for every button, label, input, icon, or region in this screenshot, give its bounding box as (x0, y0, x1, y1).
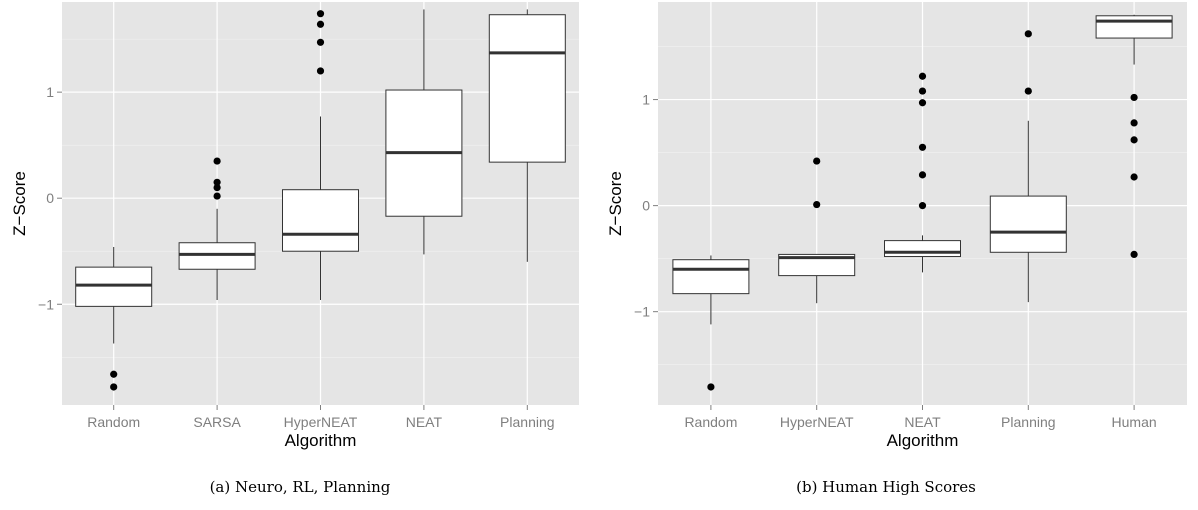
y-axis-title: Z−Score (10, 171, 29, 236)
outlier-point (110, 383, 118, 391)
box-planning (989, 195, 1067, 253)
outlier-point (213, 192, 221, 200)
x-axis-title: Algorithm (285, 431, 357, 450)
box-hyperneat (778, 253, 856, 277)
outlier-point (110, 370, 118, 378)
box-planning (488, 14, 566, 163)
chart-neuro-rl-planning: −1 0 1 Random SARSA HyperNEAT NEAT Planning Algo… (10, 2, 579, 496)
x-tick-label-hyperneat: HyperNEAT (284, 414, 358, 430)
outlier-point (1130, 93, 1138, 102)
outlier-point (1024, 87, 1032, 95)
y-tick-label: 1 (642, 92, 650, 108)
x-tick-label-planning: Planning (1001, 414, 1056, 430)
outlier-point (213, 183, 221, 192)
y-tick-label: 1 (46, 84, 54, 100)
box-human (1095, 15, 1173, 39)
outlier-point (213, 178, 221, 186)
outlier-point (1130, 136, 1138, 144)
outlier-point (1130, 173, 1138, 181)
x-tick-label-sarsa: SARSA (193, 414, 241, 430)
y-tick-label: −1 (38, 296, 54, 312)
x-tick-label-human: Human (1112, 414, 1157, 430)
outlier-point (1130, 250, 1138, 259)
outlier-point (316, 67, 325, 75)
outlier-point (316, 20, 325, 28)
figure-caption: (b) Human High Scores (796, 478, 976, 496)
outlier-point (918, 99, 927, 107)
outlier-point (316, 38, 325, 46)
box-hyperneat (282, 189, 359, 252)
x-axis-title: Algorithm (887, 431, 959, 450)
chart-human-high-scores: −1 0 1 Random HyperNEAT NEAT Planning Human Algo… (606, 2, 1187, 496)
box-random (75, 266, 153, 307)
outlier-point (1130, 119, 1138, 127)
box-random (672, 259, 750, 295)
outlier-point (1024, 30, 1032, 38)
x-tick-label-hyperneat: HyperNEAT (780, 414, 854, 430)
y-tick-label: 0 (642, 198, 650, 214)
x-tick-label-neat: NEAT (406, 414, 443, 430)
x-tick-label-random: Random (684, 414, 737, 430)
outlier-point (813, 200, 821, 209)
outlier-point (316, 10, 325, 18)
x-tick-label-planning: Planning (500, 414, 555, 430)
figure-caption: (a) Neuro, RL, Planning (210, 478, 391, 496)
outlier-point (918, 171, 927, 179)
outlier-point (918, 143, 927, 151)
outlier-point (918, 72, 927, 80)
outlier-point (918, 87, 927, 95)
x-tick-label-random: Random (87, 414, 140, 430)
x-tick-label-neat: NEAT (904, 414, 941, 430)
box-neat (884, 240, 961, 258)
outlier-point (213, 157, 221, 165)
outlier-point (707, 383, 715, 391)
box-sarsa (178, 242, 256, 270)
outlier-point (813, 157, 821, 165)
y-tick-label: −1 (634, 304, 650, 320)
y-axis-title: Z−Score (606, 171, 625, 236)
y-tick-label: 0 (46, 190, 54, 206)
outlier-point (918, 202, 927, 210)
